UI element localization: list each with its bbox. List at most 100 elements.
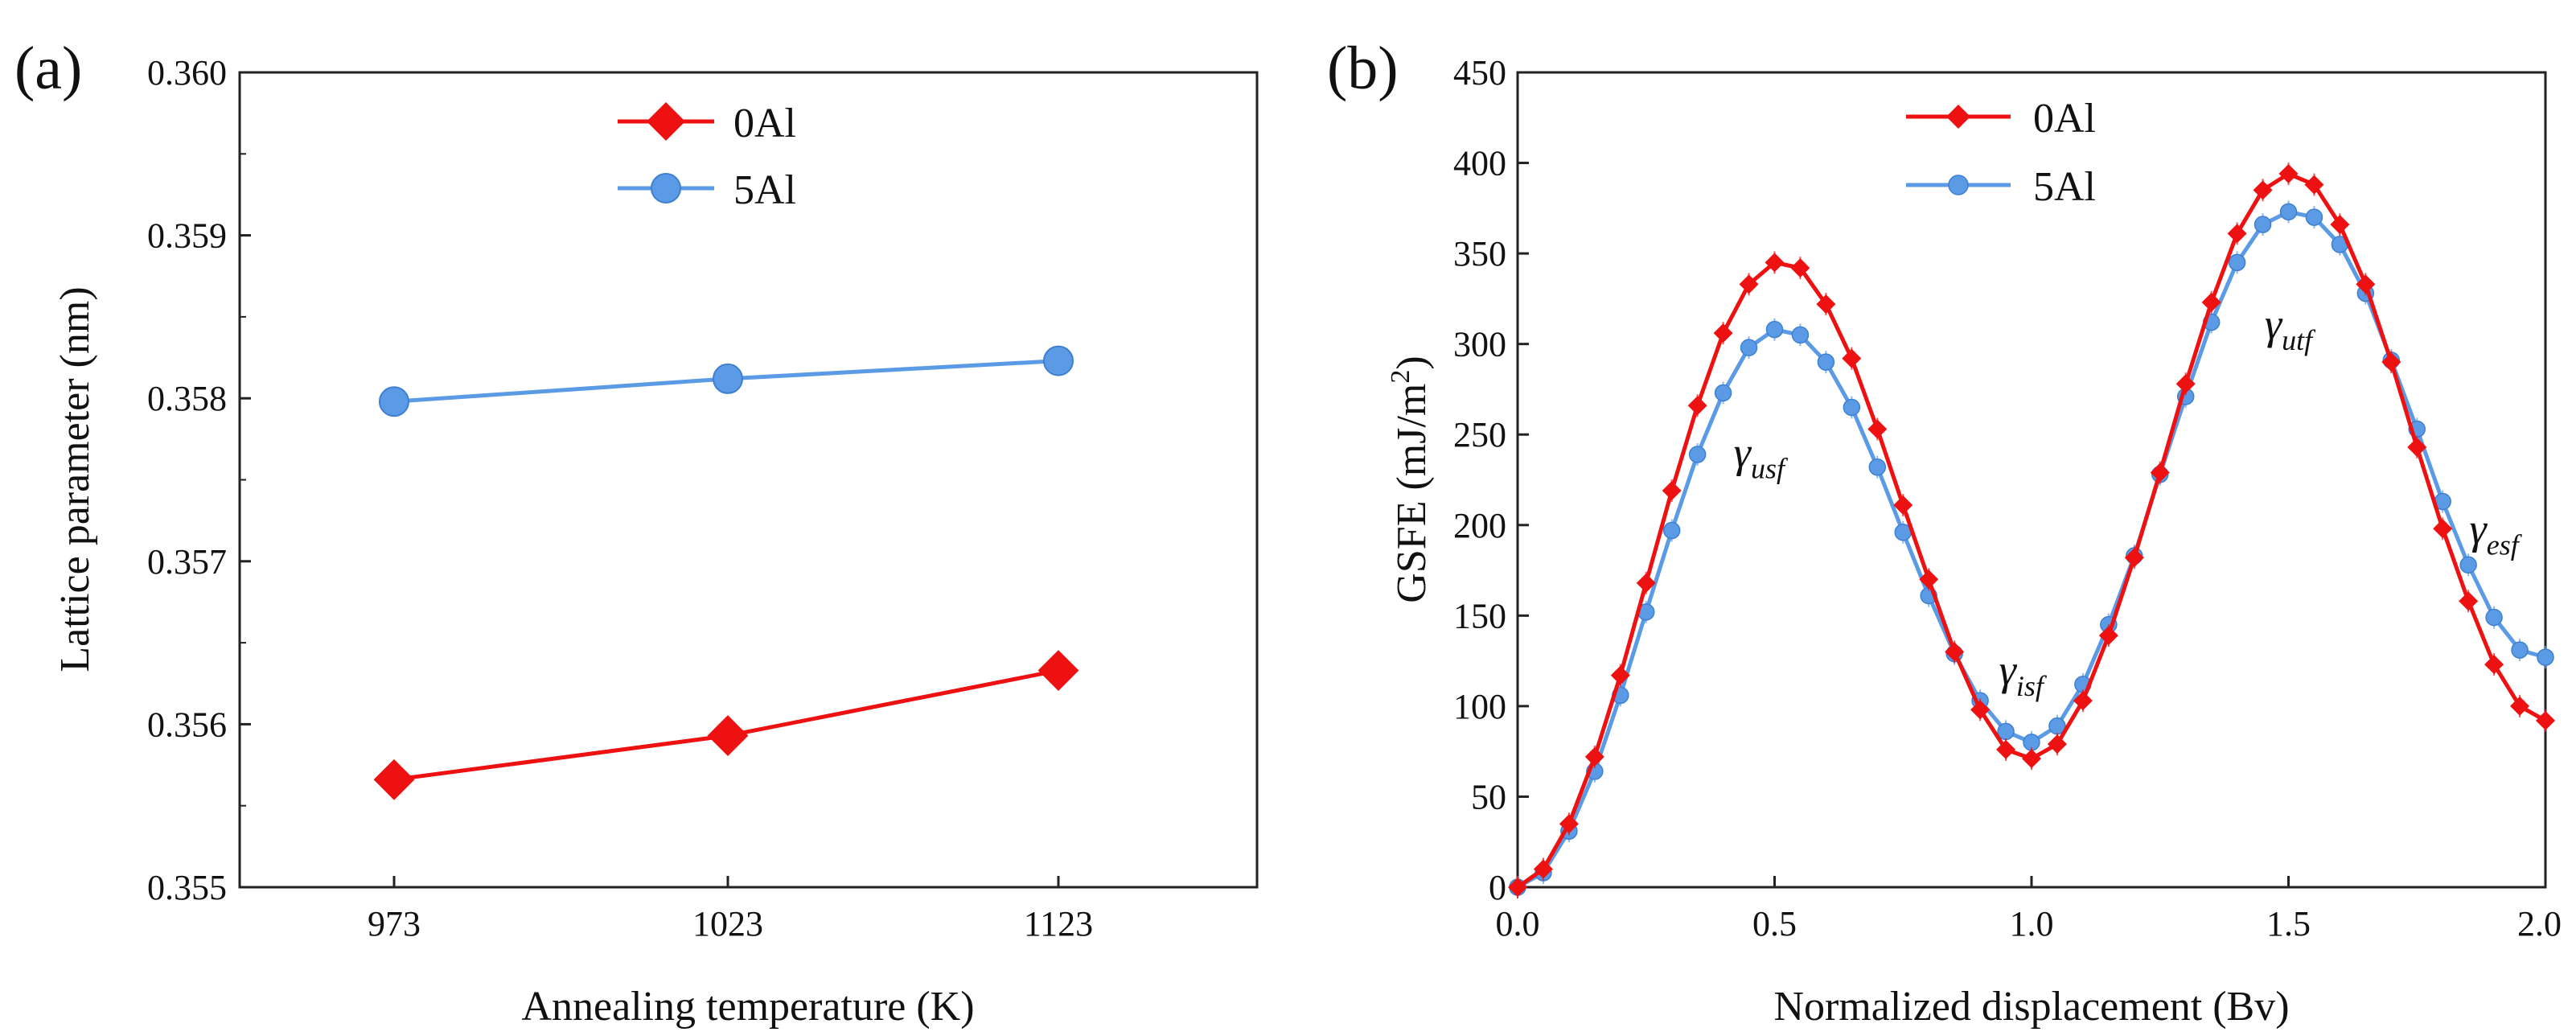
- panel-b-legend: 0Al 5Al: [1906, 96, 2096, 210]
- series-0al-point: [2022, 749, 2041, 769]
- series-0al-point: [1765, 253, 1785, 273]
- series-5al-point: [1662, 521, 1681, 540]
- legend-entry-5al: 5Al: [1906, 164, 2096, 210]
- panel-a-x-axis-label: Annealing temperature (K): [521, 984, 974, 1030]
- series-0al-point: [2175, 374, 2196, 394]
- series-0al-point: [2510, 696, 2530, 716]
- series-5al-point: [1740, 339, 1758, 356]
- series-5al-point: [2459, 556, 2477, 574]
- series-0al-point: [1687, 396, 1707, 416]
- panel-b-y-tick-label: 350: [1453, 234, 1506, 273]
- legend-5al-marker: [1948, 175, 1969, 195]
- series-5al-point: [1817, 353, 1835, 371]
- panel-a-y-tick-label: 0.355: [147, 868, 227, 907]
- panel-b-y-tick-label: 200: [1453, 506, 1506, 545]
- panel-b-x-tick-label: 0.5: [1752, 904, 1797, 944]
- series-5al-point: [2537, 648, 2554, 666]
- panel-b: (b) 0 50 100 150 200 250 300 350 400 450 0.0 0.5 1.…: [1327, 35, 2562, 1030]
- series-0al-point: [2278, 164, 2299, 184]
- series-5al-point: [1688, 446, 1707, 463]
- panel-b-x-axis-label: Normalized displacement (Bv): [1773, 984, 2289, 1030]
- panel-a-legend: 0Al 5Al: [618, 101, 796, 213]
- legend-5al-label: 5Al: [2033, 164, 2096, 210]
- series-5al-point: [2228, 253, 2246, 272]
- panel-b-x-tick-label: 0.0: [1496, 904, 1540, 944]
- annotation-gamma-usf-subscript: usf: [1751, 453, 1789, 485]
- panel-b-x-tick-label: 2.0: [2517, 904, 2562, 944]
- annotation-gamma-utf-symbol: γ: [2265, 300, 2283, 348]
- series-0al-point: [1945, 642, 1965, 662]
- panel-a-y-tick-label: 0.360: [147, 53, 227, 92]
- series-5al-point: [2511, 641, 2529, 659]
- series-0al-point: [2047, 734, 2067, 754]
- panel-a-x-tick-label: 973: [368, 904, 421, 944]
- panel-b-label: (b): [1327, 35, 1399, 102]
- series-0al-point: [2407, 437, 2427, 457]
- panel-b-y-tick-label: 100: [1453, 687, 1506, 726]
- series-5al-point: [2279, 203, 2298, 221]
- series-5al-point: [1868, 458, 1887, 476]
- legend-entry-5al: 5Al: [618, 167, 796, 213]
- series-0al-point: [1739, 274, 1759, 294]
- series-0al-point: [2150, 462, 2170, 483]
- series-0al-point: [2253, 180, 2273, 200]
- series-5al-point: [2253, 216, 2272, 233]
- series-5al-line: [1516, 209, 2546, 890]
- panel-b-y-axis-label-sup: 2: [1386, 370, 1415, 384]
- panel-b-y-tick-label: 400: [1453, 144, 1506, 183]
- annotation-gamma-isf-symbol: γ: [1999, 646, 2018, 694]
- panel-b-y-tick-label: 150: [1453, 596, 1506, 635]
- series-5al-point: [1843, 398, 1861, 417]
- annotation-gamma-esf-symbol: γ: [2469, 504, 2488, 553]
- panel-b-y-tick-label: 250: [1453, 415, 1506, 454]
- series-0al-point: [1996, 739, 2016, 759]
- series-0al-point: [2124, 548, 2144, 568]
- series-0al-point: [1893, 495, 1913, 516]
- series-0al-point: [1533, 859, 1553, 879]
- series-0al-point: [2201, 292, 2221, 312]
- series-0al-point: [2098, 626, 2118, 646]
- series-5al-point: [713, 363, 743, 394]
- panel-a-y-tick-label: 0.359: [147, 216, 227, 256]
- annotation-gamma-esf-subscript: esf: [2487, 528, 2523, 561]
- series-0al-point: [2536, 710, 2555, 730]
- legend-5al-marker: [651, 173, 681, 204]
- legend-0al-marker: [647, 102, 685, 141]
- panel-a-x-tick-label: 1123: [1024, 904, 1093, 944]
- annotation-gamma-utf: γutf: [2265, 300, 2316, 356]
- panel-b-y-tick-label: 50: [1471, 777, 1506, 816]
- series-5al-point: [2485, 608, 2503, 627]
- annotation-gamma-isf: γisf: [1999, 646, 2048, 702]
- series-0al-point: [1790, 258, 1810, 278]
- series-0al-point: [2484, 655, 2504, 675]
- panel-b-x-tick-label: 1.0: [2010, 904, 2054, 944]
- series-0al-point: [373, 758, 415, 800]
- series-0al-point: [1816, 294, 1836, 314]
- series-0al-point: [1970, 700, 1991, 720]
- series-5al-point: [1714, 384, 1732, 402]
- panel-b-x-tick-label: 1.5: [2266, 904, 2311, 944]
- series-0al-point: [2381, 352, 2401, 372]
- series-5al-point: [379, 386, 409, 417]
- series-0al-point: [707, 715, 749, 756]
- legend-0al-label: 0Al: [2033, 96, 2096, 142]
- series-0al-point: [2227, 224, 2247, 244]
- series-5al-point: [1043, 345, 1074, 376]
- legend-0al-label: 0Al: [733, 101, 796, 146]
- series-0al-point: [2330, 215, 2350, 235]
- series-0al-point: [2459, 591, 2479, 611]
- series-0al-point: [1842, 348, 1862, 368]
- panel-b-y-tick-label: 300: [1453, 325, 1506, 364]
- series-0al-point: [2356, 274, 2376, 294]
- legend-5al-label: 5Al: [733, 167, 796, 213]
- series-0al-point: [1610, 665, 1630, 685]
- legend-0al-marker: [1946, 105, 1970, 129]
- series-5al-point: [1765, 320, 1784, 339]
- series-0al-point: [1508, 878, 1527, 897]
- series-5al-point: [1997, 722, 2015, 741]
- panel-a-y-tick-label: 0.358: [147, 379, 227, 418]
- annotation-gamma-esf: γesf: [2469, 504, 2522, 561]
- annotation-gamma-usf: γusf: [1734, 429, 1789, 485]
- panel-a-y-axis-label: Lattice parameter (nm): [52, 286, 98, 672]
